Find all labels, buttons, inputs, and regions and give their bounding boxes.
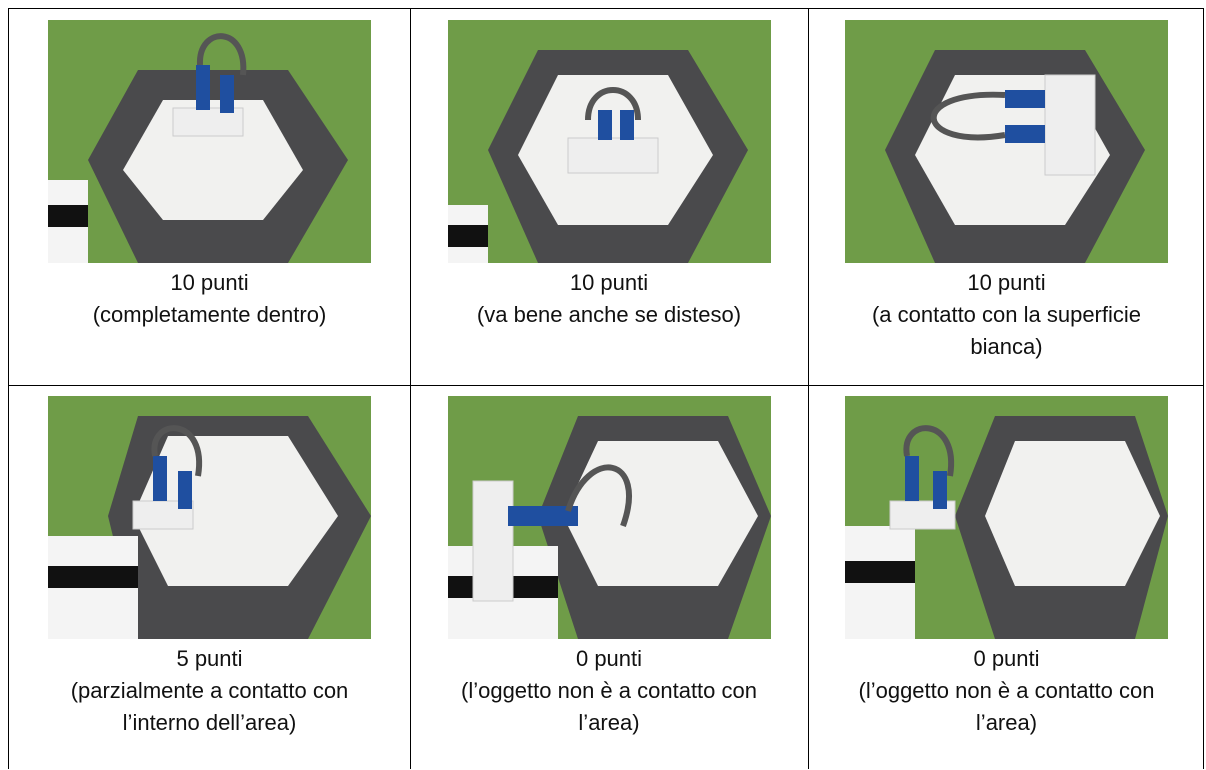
score-table: 10 punti (completamente dentro) 10 punti… <box>8 8 1204 769</box>
photo <box>447 396 771 639</box>
table-cell: 0 punti (l’oggetto non è a contatto con … <box>410 385 808 770</box>
table-cell: 0 punti (l’oggetto non è a contatto con … <box>808 385 1205 770</box>
points: 0 punti <box>575 646 643 671</box>
note-line: (a contatto con la superficie <box>871 302 1142 327</box>
note-line: (va bene anche se disteso) <box>476 302 742 327</box>
photo <box>845 396 1168 639</box>
photo <box>845 20 1168 263</box>
row-divider <box>9 385 1203 386</box>
note-line: (l’oggetto non è a contatto con <box>858 678 1155 703</box>
note-line: bianca) <box>970 334 1043 359</box>
table-cell: 10 punti (completamente dentro) <box>9 9 410 385</box>
note-line: l’area) <box>578 710 640 735</box>
points: 10 punti <box>967 270 1046 295</box>
photo <box>48 396 371 639</box>
note-line: (completamente dentro) <box>92 302 327 327</box>
table-cell: 10 punti (va bene anche se disteso) <box>410 9 808 385</box>
column-divider <box>808 9 809 769</box>
points: 0 punti <box>973 646 1040 671</box>
photo <box>48 20 371 263</box>
points: 10 punti <box>170 270 249 295</box>
table-cell: 5 punti (parzialmente a contatto con l’i… <box>9 385 410 770</box>
points: 5 punti <box>176 646 243 671</box>
points: 10 punti <box>569 270 649 295</box>
note-line: l’interno dell’area) <box>122 710 297 735</box>
note-line: (l’oggetto non è a contatto con <box>461 678 757 703</box>
note-line: l’area) <box>975 710 1038 735</box>
column-divider <box>410 9 411 769</box>
note-line: (parzialmente a contatto con <box>70 678 349 703</box>
table-cell: 10 punti (a contatto con la superficie b… <box>808 9 1205 385</box>
photo <box>447 20 771 263</box>
